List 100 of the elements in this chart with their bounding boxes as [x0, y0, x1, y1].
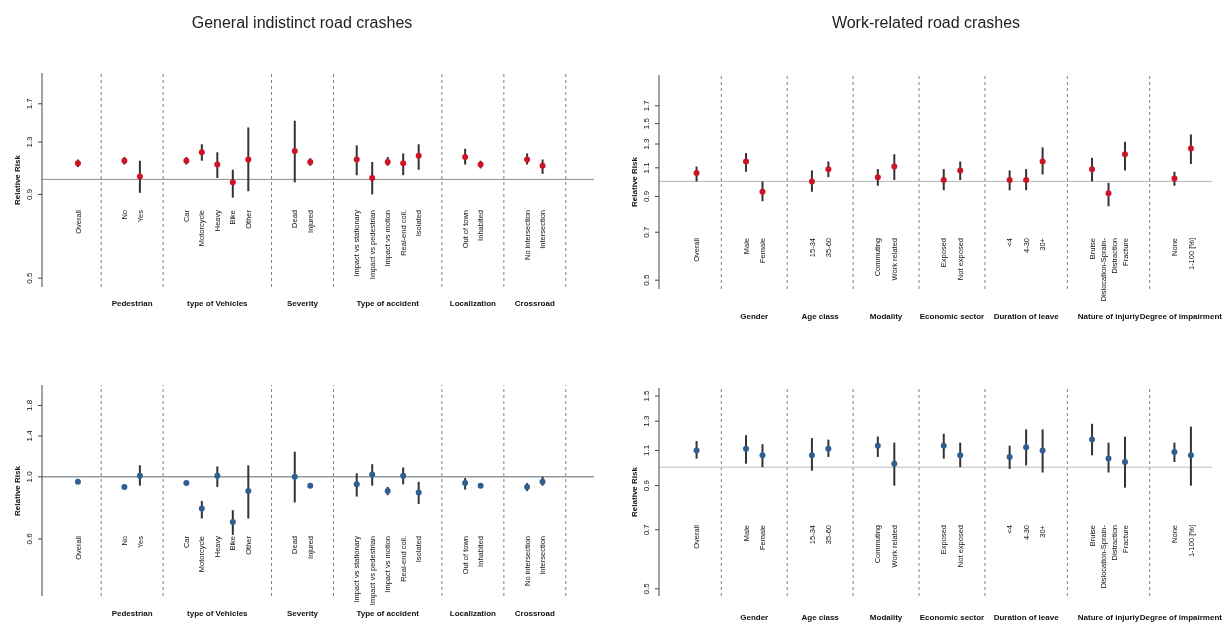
- text: Duration of leave: [993, 612, 1059, 622]
- point: [1105, 190, 1112, 197]
- text: Pedestrian: [111, 608, 153, 617]
- text: Severity: [286, 298, 319, 308]
- y-tick-label: 1.7: [24, 97, 34, 110]
- point: [198, 505, 205, 512]
- y-tick-label: 0.7: [641, 523, 651, 536]
- point: [1171, 175, 1178, 182]
- point: [957, 167, 964, 174]
- y-tick-label: 1.4: [24, 429, 34, 442]
- text: Age class: [801, 311, 839, 321]
- point: [369, 471, 376, 478]
- text: Crossroad: [514, 608, 555, 617]
- text: Pedestrian: [111, 298, 153, 308]
- point: [524, 156, 531, 163]
- y-tick-label: 0.7: [641, 226, 651, 238]
- text: Type of accident: [356, 608, 419, 617]
- y-tick-label: 0.9: [24, 188, 34, 200]
- y-axis-title: Relative Risk: [12, 155, 22, 205]
- point: [693, 170, 700, 177]
- y-tick-label: 0.6: [24, 532, 34, 545]
- y-tick-label: 1.3: [24, 135, 34, 148]
- point: [940, 442, 947, 449]
- text: Degree of impairment: [1139, 311, 1222, 321]
- text: Localization: [449, 608, 496, 617]
- point: [291, 148, 298, 155]
- y-tick-label: 0.5: [641, 582, 651, 595]
- point: [1105, 455, 1112, 462]
- point: [291, 473, 298, 480]
- y-tick-label: 1.5: [641, 117, 651, 130]
- point: [183, 480, 190, 487]
- point: [198, 149, 205, 156]
- text: Economic sector: [919, 311, 985, 321]
- text: Modality: [869, 612, 903, 622]
- point: [214, 472, 221, 479]
- point: [415, 152, 422, 159]
- y-tick-label: 1.1: [641, 444, 651, 457]
- text: Crossroad: [514, 298, 555, 308]
- point: [415, 489, 422, 496]
- point: [400, 472, 407, 479]
- point: [1187, 145, 1194, 152]
- text: Gender: [740, 311, 769, 321]
- point: [940, 176, 947, 183]
- point: [874, 174, 881, 181]
- point: [1187, 452, 1194, 459]
- point: [229, 179, 236, 186]
- y-tick-label: 0.9: [641, 479, 651, 492]
- y-tick-label: 1.3: [641, 415, 651, 427]
- point: [759, 188, 766, 195]
- text: Economic sector: [919, 612, 985, 622]
- point: [400, 160, 407, 167]
- point: [136, 472, 143, 479]
- text: Duration of leave: [993, 311, 1059, 321]
- point: [1122, 151, 1128, 158]
- y-axis-title: Relative Risk: [629, 157, 639, 207]
- point: [307, 482, 314, 489]
- point: [229, 518, 236, 525]
- point: [1023, 444, 1030, 451]
- point: [477, 482, 484, 489]
- y-axis-title: Relative Risk: [629, 467, 639, 517]
- text: Localization: [449, 298, 496, 308]
- text: Degree of impairment: [1139, 612, 1222, 622]
- y-axis-title: Relative Risk: [12, 465, 22, 516]
- point: [743, 445, 749, 452]
- point: [1039, 158, 1046, 165]
- point: [759, 452, 766, 459]
- point: [808, 178, 815, 185]
- point: [825, 445, 832, 452]
- point: [1089, 166, 1096, 173]
- text: Gender: [740, 612, 769, 622]
- y-tick-label: 1.5: [641, 389, 651, 402]
- point: [1006, 453, 1013, 460]
- point: [462, 154, 469, 161]
- point: [462, 480, 469, 487]
- y-tick-label: 1.7: [641, 99, 651, 112]
- y-tick-label: 1.3: [641, 137, 651, 150]
- point: [874, 442, 881, 449]
- point: [1039, 447, 1046, 454]
- y-tick-label: 0.9: [641, 190, 651, 202]
- point: [891, 460, 898, 467]
- point: [1023, 176, 1030, 183]
- text: Severity: [286, 608, 319, 617]
- text: type of Vehicles: [187, 608, 248, 617]
- point: [1089, 436, 1096, 443]
- y-tick-label: 1.0: [24, 470, 34, 483]
- text: Nature of injuriy: [1077, 311, 1140, 321]
- point: [353, 156, 360, 163]
- text: Age class: [801, 612, 839, 622]
- point: [743, 158, 749, 165]
- text: Type of accident: [356, 298, 419, 308]
- chart-title: General indistinct road crashes: [191, 14, 413, 32]
- point: [957, 452, 964, 459]
- point: [214, 161, 221, 168]
- point: [369, 174, 376, 181]
- text: Modality: [869, 311, 903, 321]
- point: [245, 156, 252, 163]
- y-tick-label: 0.5: [24, 272, 34, 284]
- y-tick-label: 1.1: [641, 161, 651, 174]
- point: [121, 483, 128, 490]
- point: [1122, 458, 1128, 465]
